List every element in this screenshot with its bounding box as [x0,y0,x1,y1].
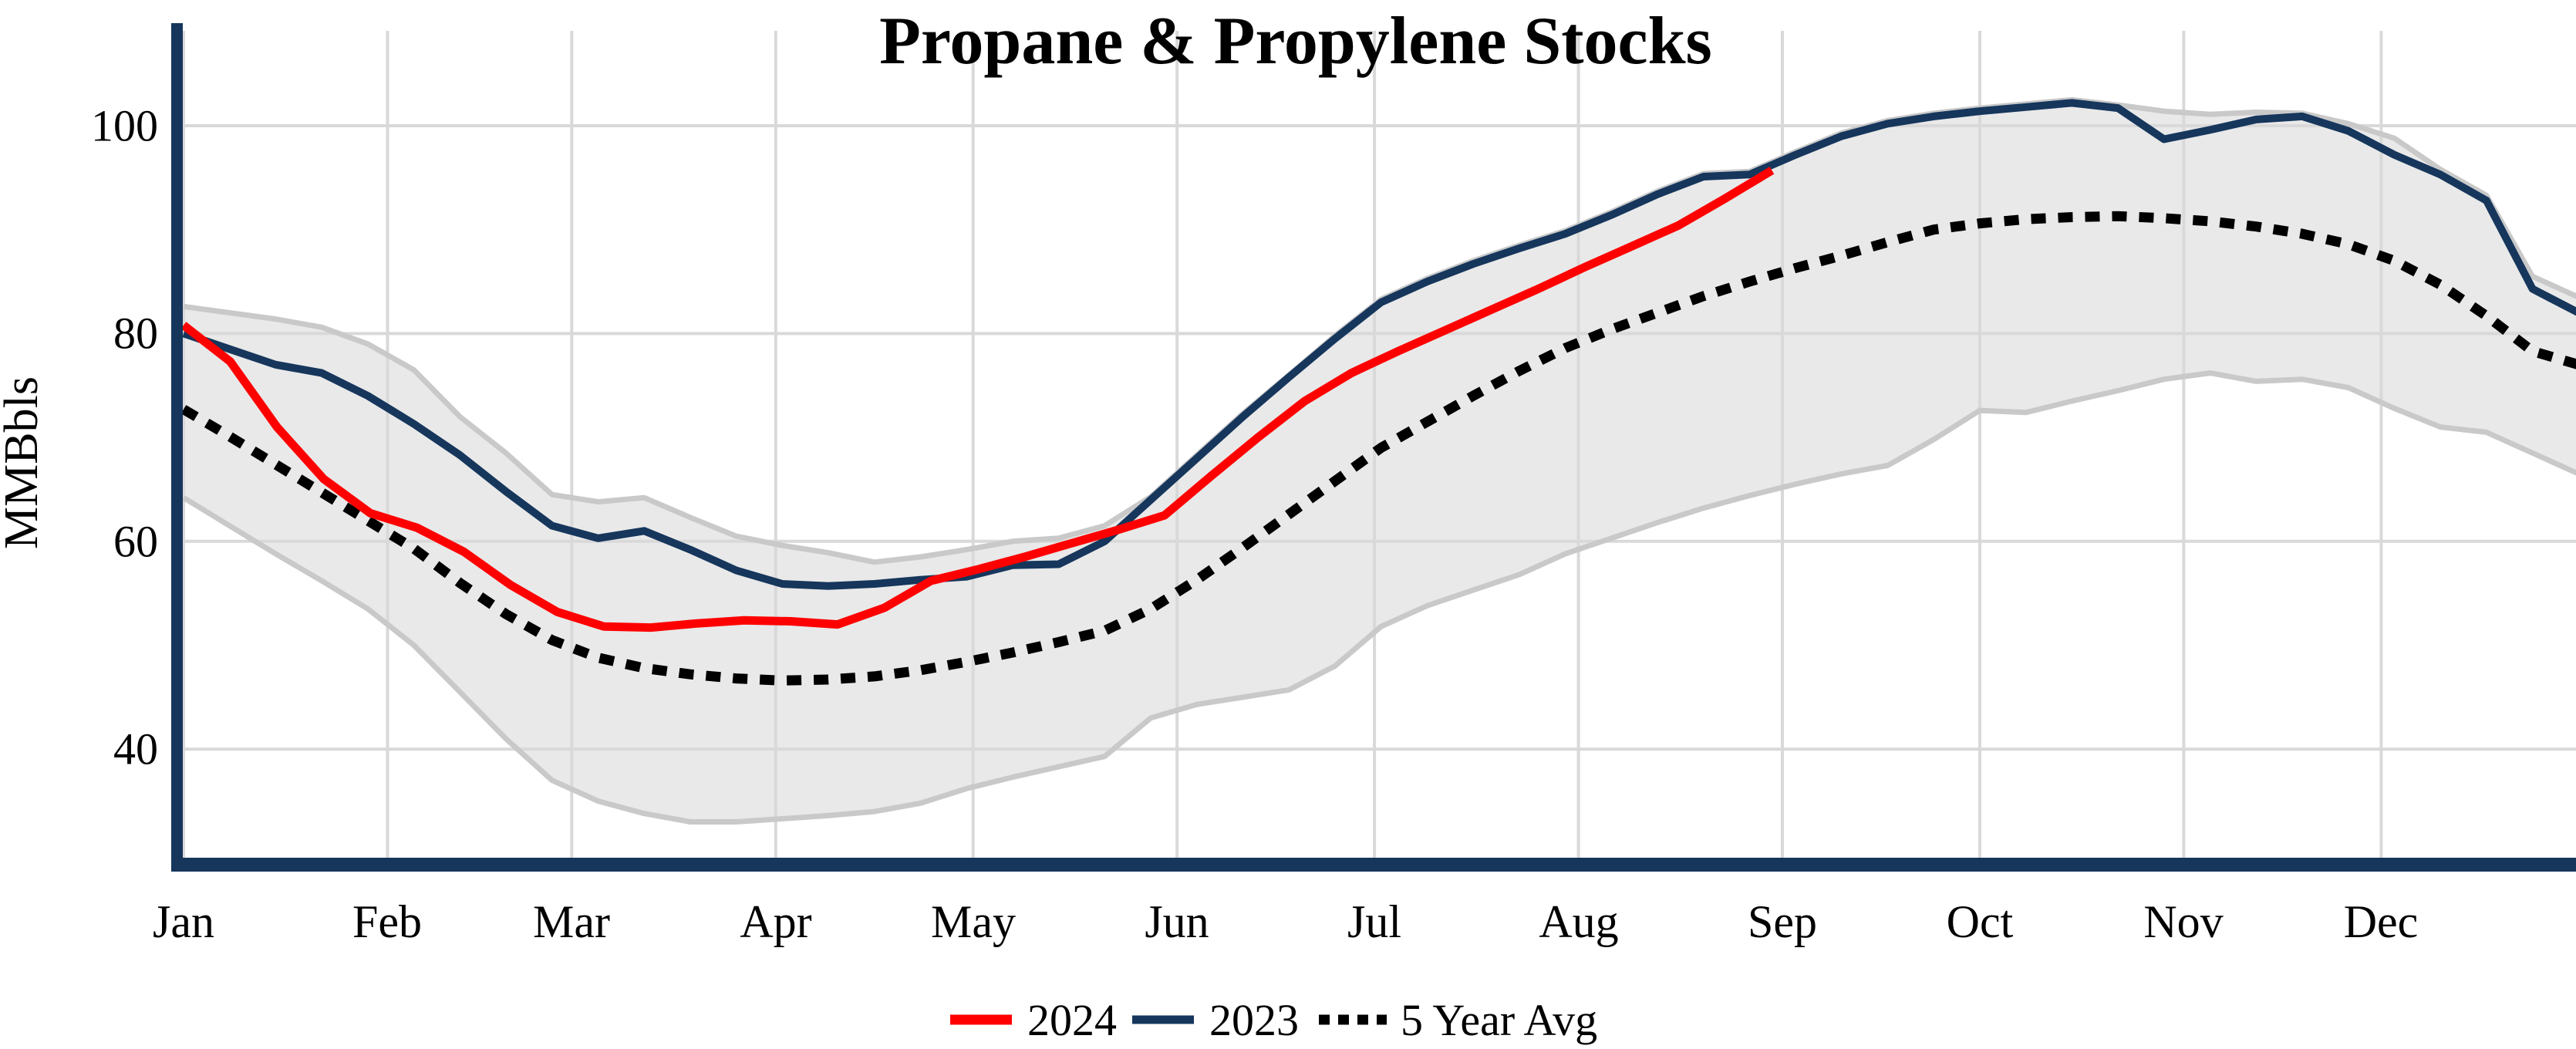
x-tick-jul: Jul [1347,896,1401,947]
y-tick-40: 40 [113,724,158,774]
y-tick-100: 100 [91,101,158,151]
chart-canvas [180,31,2576,859]
band-lower-edge [182,370,2576,825]
legend-label-2023: 2023 [1209,995,1299,1045]
five-year-range-band [184,100,2576,822]
x-axis-spine [171,858,2576,872]
x-tick-mar: Mar [533,896,610,947]
x-tick-apr: Apr [740,896,811,947]
x-tick-aug: Aug [1539,896,1618,947]
legend: 2024 2023 5 Year Avg [950,995,1597,1045]
legend-label-5yr-avg: 5 Year Avg [1401,995,1597,1045]
series-line-2023 [182,99,2576,590]
x-tick-nov: Nov [2143,896,2223,947]
x-tick-feb: Feb [352,896,422,947]
y-axis-label: MMBbls [0,376,48,549]
legend-label-2024: 2024 [1027,995,1117,1045]
x-tick-jan: Jan [153,896,214,947]
x-tick-dec: Dec [2344,896,2419,947]
series-line-2024 [180,167,1775,632]
x-tick-may: May [931,896,1016,947]
x-tick-jun: Jun [1145,896,1209,947]
y-tick-60: 60 [113,517,158,567]
series-line-5-year-avg [180,211,2576,686]
x-tick-sep: Sep [1748,896,1817,947]
chart-title: Propane & Propylene Stocks [879,4,1712,79]
x-tick-oct: Oct [1947,896,2014,947]
y-tick-80: 80 [113,309,158,359]
y-axis-spine [171,23,183,872]
